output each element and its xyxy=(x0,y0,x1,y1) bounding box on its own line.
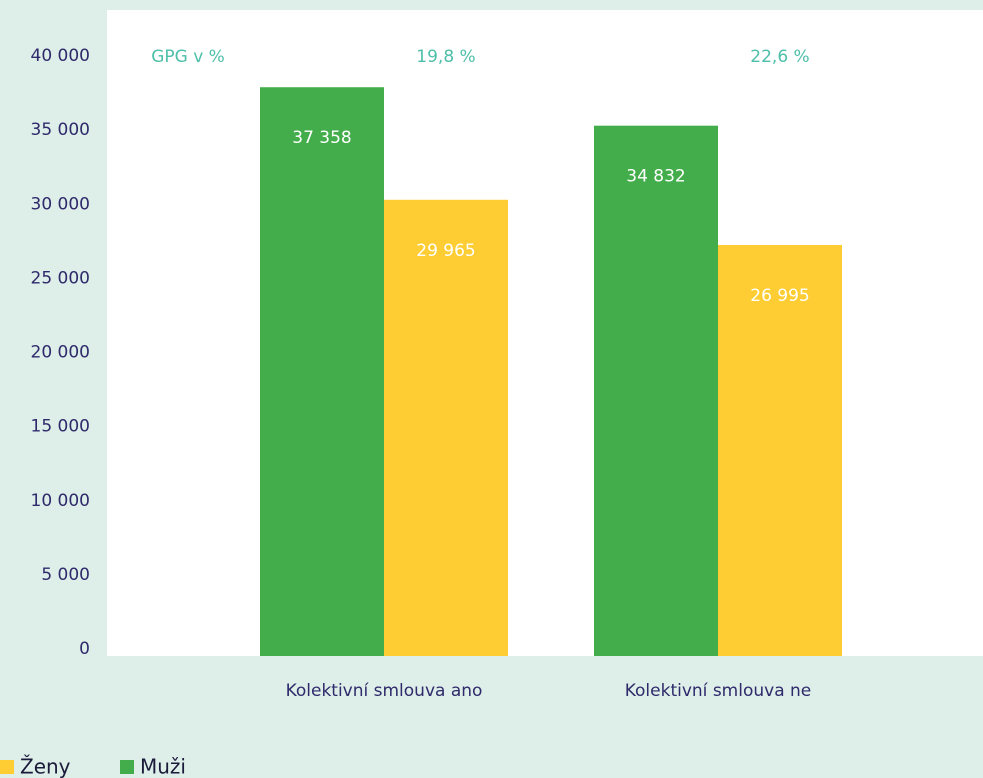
y-tick-label: 25 000 xyxy=(31,268,90,288)
data-label: 34 832 xyxy=(626,167,685,187)
y-tick-label: 40 000 xyxy=(31,46,90,66)
legend-swatch xyxy=(120,760,134,774)
y-tick-label: 30 000 xyxy=(31,194,90,214)
annotation-value: 22,6 % xyxy=(750,47,809,67)
y-tick-label: 0 xyxy=(79,639,90,659)
data-label: 37 358 xyxy=(292,128,351,148)
legend-label: Muži xyxy=(140,755,186,778)
x-tick-label: Kolektivní smlouva ne xyxy=(625,681,812,701)
legend-swatch xyxy=(0,760,14,774)
x-tick-label: Kolektivní smlouva ano xyxy=(286,681,483,701)
y-tick-label: 5 000 xyxy=(41,565,90,585)
bar xyxy=(594,125,718,656)
data-label: 26 995 xyxy=(750,286,809,306)
data-label: 29 965 xyxy=(416,241,475,261)
annotation-label: GPG v % xyxy=(151,47,225,67)
annotation-value: 19,8 % xyxy=(416,47,475,67)
y-tick-label: 20 000 xyxy=(31,343,90,363)
bar xyxy=(260,87,384,657)
legend-label: Ženy xyxy=(20,755,71,778)
plot-area xyxy=(107,10,983,656)
y-tick-label: 35 000 xyxy=(31,120,90,140)
y-tick-label: 15 000 xyxy=(31,417,90,437)
bar xyxy=(384,199,508,656)
y-tick-label: 10 000 xyxy=(31,491,90,511)
bar xyxy=(718,245,842,656)
